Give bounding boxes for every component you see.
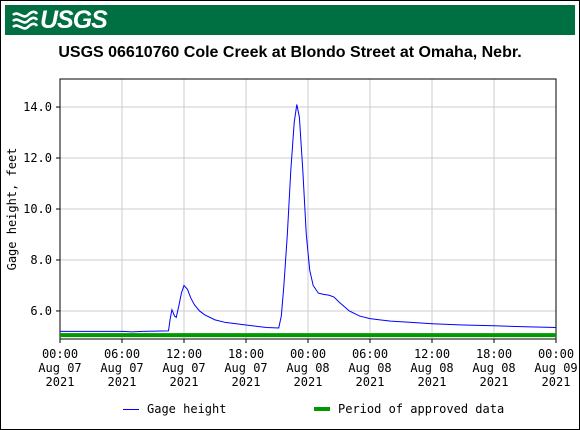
x-tick-label: 06:00 Aug 08 2021: [348, 347, 391, 389]
usgs-banner: USGS: [5, 5, 575, 35]
legend-bar-swatch: [314, 407, 330, 411]
chart-plot: 6.0 8.0 10.0 12.0 14.0 00:00 Aug 07 2021 06:00 Au…: [5, 78, 578, 389]
y-tick-label: 12.0: [23, 151, 52, 165]
legend-approved-period-label: Period of approved data: [338, 402, 505, 416]
gage-height-line: [60, 104, 557, 333]
y-tick-label: 6.0: [30, 304, 52, 318]
y-axis-label: Gage height, feet: [5, 148, 19, 271]
x-tick-label: 00:00 Aug 09 2021: [534, 347, 577, 389]
x-tick-label: 00:00 Aug 07 2021: [38, 347, 81, 389]
legend-gage-height: Gage height: [123, 402, 226, 416]
x-tick-label: 12:00 Aug 08 2021: [410, 347, 453, 389]
x-tick-label: 12:00 Aug 07 2021: [162, 347, 205, 389]
legend-approved-period: Period of approved data: [314, 402, 504, 416]
legend-line-swatch: [123, 408, 139, 410]
y-tick-label: 8.0: [30, 253, 52, 267]
x-tick-label: 00:00 Aug 08 2021: [286, 347, 329, 389]
x-tick-label: 18:00 Aug 07 2021: [224, 347, 267, 389]
x-tick-label: 18:00 Aug 08 2021: [472, 347, 515, 389]
x-tick-label: 06:00 Aug 07 2021: [100, 347, 143, 389]
y-tick-label: 14.0: [23, 100, 52, 114]
usgs-logo-text: USGS: [40, 5, 108, 34]
y-tick-label: 10.0: [23, 202, 52, 216]
usgs-wave-icon: [12, 10, 38, 30]
chart-title: USGS 06610760 Cole Creek at Blondo Stree…: [58, 44, 522, 61]
usgs-logo[interactable]: USGS: [12, 5, 108, 34]
legend-gage-height-label: Gage height: [147, 402, 227, 416]
